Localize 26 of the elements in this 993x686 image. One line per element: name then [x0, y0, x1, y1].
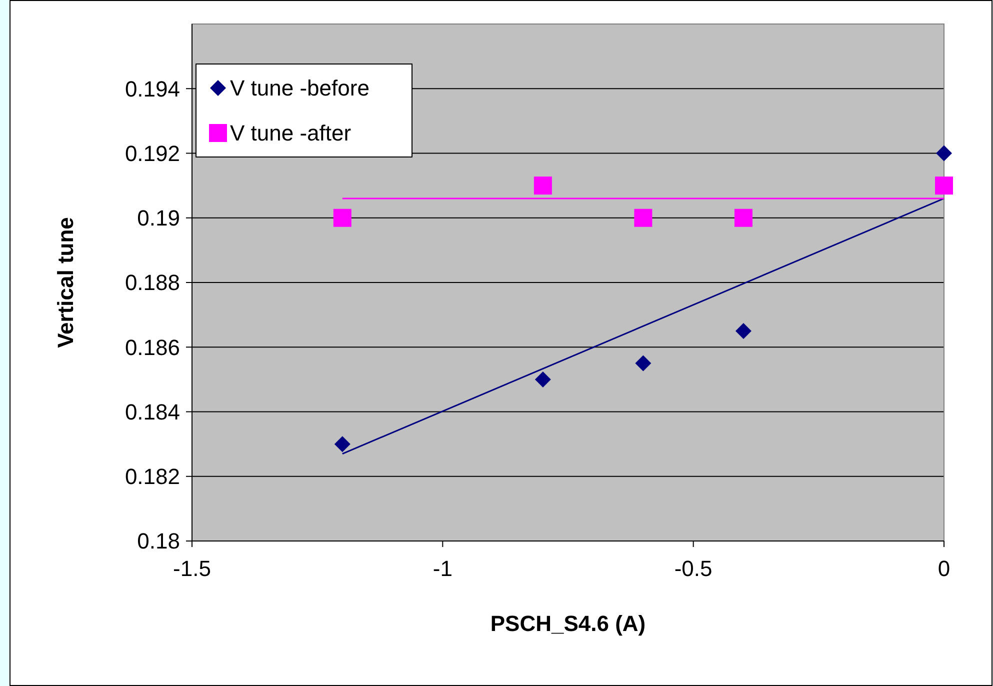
- y-tick-label: 0.192: [124, 140, 180, 166]
- y-tick-label: 0.18: [137, 528, 180, 554]
- point: [534, 371, 551, 388]
- point: [935, 176, 953, 195]
- point: [634, 208, 652, 227]
- point: [936, 145, 952, 162]
- x-tick-label: -1: [432, 556, 452, 581]
- point: [635, 355, 652, 372]
- y-tick-label: 0.188: [124, 270, 180, 296]
- x-tick-label: -1.5: [173, 556, 211, 581]
- y-tick-label: 0.182: [124, 464, 180, 490]
- y-tick-label: 0.186: [124, 334, 180, 360]
- legend-label: V tune -after: [230, 120, 352, 146]
- y-tick-label: 0.184: [124, 399, 180, 424]
- x-axis-title: PSCH_S4.6 (A): [490, 611, 646, 636]
- x-tick-label: 0: [938, 556, 950, 581]
- point: [735, 322, 752, 339]
- y-axis-title: Vertical tune: [53, 217, 78, 348]
- y-tick-label: 0.194: [124, 76, 180, 102]
- point: [334, 436, 350, 452]
- legend-label: V tune -before: [230, 76, 370, 101]
- point: [734, 208, 752, 227]
- point: [534, 176, 552, 195]
- x-tick-label: -0.5: [674, 556, 712, 581]
- y-tick-label: 0.19: [137, 206, 180, 231]
- point: [333, 208, 352, 227]
